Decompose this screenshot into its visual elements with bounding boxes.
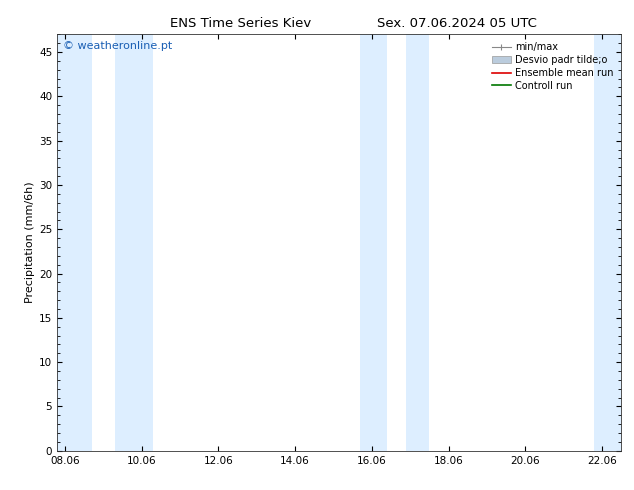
Bar [595,34,621,451]
Legend: min/max, Desvio padr tilde;o, Ensemble mean run, Controll run: min/max, Desvio padr tilde;o, Ensemble m… [489,39,616,94]
Text: ENS Time Series Kiev: ENS Time Series Kiev [171,17,311,30]
Text: © weatheronline.pt: © weatheronline.pt [63,41,172,50]
Bar [360,34,387,451]
Bar [406,34,429,451]
Text: Sex. 07.06.2024 05 UTC: Sex. 07.06.2024 05 UTC [377,17,536,30]
Bar [57,34,91,451]
Bar [115,34,153,451]
Y-axis label: Precipitation (mm/6h): Precipitation (mm/6h) [25,182,35,303]
